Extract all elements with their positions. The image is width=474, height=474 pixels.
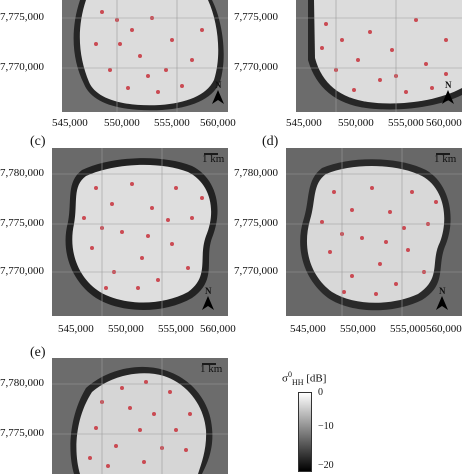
x-tick-b-1: 545,000	[286, 117, 322, 129]
colorbar-unit: [dB]	[306, 372, 327, 385]
y-tick-d-2: 7,775,000	[234, 217, 278, 229]
y-tick-c-3: 7,770,000	[0, 265, 44, 277]
x-tick-d-3: 555,000	[390, 323, 426, 335]
y-tick-c-1: 7,780,000	[0, 167, 44, 179]
colorbar-subscript: HH	[291, 377, 304, 387]
panel-label-c: (c)	[30, 134, 46, 149]
north-label-b: N	[445, 80, 452, 90]
x-tick-d-2: 550,000	[340, 323, 376, 335]
sar-image-b	[296, 0, 462, 112]
north-label-c: N	[205, 286, 212, 296]
y-tick-b-2: 7,770,000	[234, 61, 278, 73]
x-tick-c-3: 555,000	[158, 323, 194, 335]
colorbar-tick-0: 0	[318, 387, 323, 398]
y-tick-d-3: 7,770,000	[234, 265, 278, 277]
x-tick-a-3: 555,000	[154, 117, 190, 129]
sar-image-d	[286, 148, 462, 316]
colorbar-tick-1: −10	[318, 421, 334, 432]
panel-label-e: (e)	[30, 345, 46, 360]
colorbar-title: σ0HH [dB]	[282, 370, 326, 387]
x-tick-b-4: 560,000	[426, 117, 462, 129]
x-tick-a-2: 550,000	[104, 117, 140, 129]
scalebar-label-e: 1 km	[200, 363, 223, 375]
map-panel-b	[296, 0, 462, 112]
scalebar-label-d: 1 km	[434, 153, 457, 165]
north-label-d: N	[439, 286, 446, 296]
sar-image-e	[52, 358, 228, 474]
y-tick-c-2: 7,775,000	[0, 217, 44, 229]
sar-image-c	[52, 148, 228, 316]
x-tick-c-4: 560,000	[200, 323, 236, 335]
panel-label-d: (d)	[262, 134, 279, 149]
map-panel-e	[52, 358, 228, 474]
x-tick-d-4: 560,000	[426, 323, 462, 335]
y-tick-e-2: 7,775,000	[0, 427, 44, 439]
x-tick-b-2: 550,000	[338, 117, 374, 129]
colorbar-tick-2: −20	[318, 460, 334, 471]
y-tick-a-2: 7,770,000	[0, 61, 44, 73]
sar-image-a	[62, 0, 228, 112]
y-tick-a-1: 7,775,000	[0, 11, 44, 23]
x-tick-a-4: 560,000	[200, 117, 236, 129]
map-panel-a	[62, 0, 228, 112]
y-tick-b-1: 7,775,000	[234, 11, 278, 23]
map-panel-c	[52, 148, 228, 316]
colorbar-symbol: σ	[282, 372, 288, 385]
x-tick-b-3: 555,000	[388, 117, 424, 129]
x-tick-c-1: 545,000	[58, 323, 94, 335]
y-tick-e-1: 7,780,000	[0, 377, 44, 389]
x-tick-d-1: 545,000	[290, 323, 326, 335]
map-panel-d	[286, 148, 462, 316]
y-tick-d-1: 7,780,000	[234, 167, 278, 179]
north-label-a: N	[215, 80, 222, 90]
colorbar-superscript: 0	[287, 370, 292, 379]
scalebar-label-c: 1 km	[202, 153, 225, 165]
x-tick-c-2: 550,000	[108, 323, 144, 335]
colorbar-gradient	[298, 392, 312, 472]
x-tick-a-1: 545,000	[52, 117, 88, 129]
